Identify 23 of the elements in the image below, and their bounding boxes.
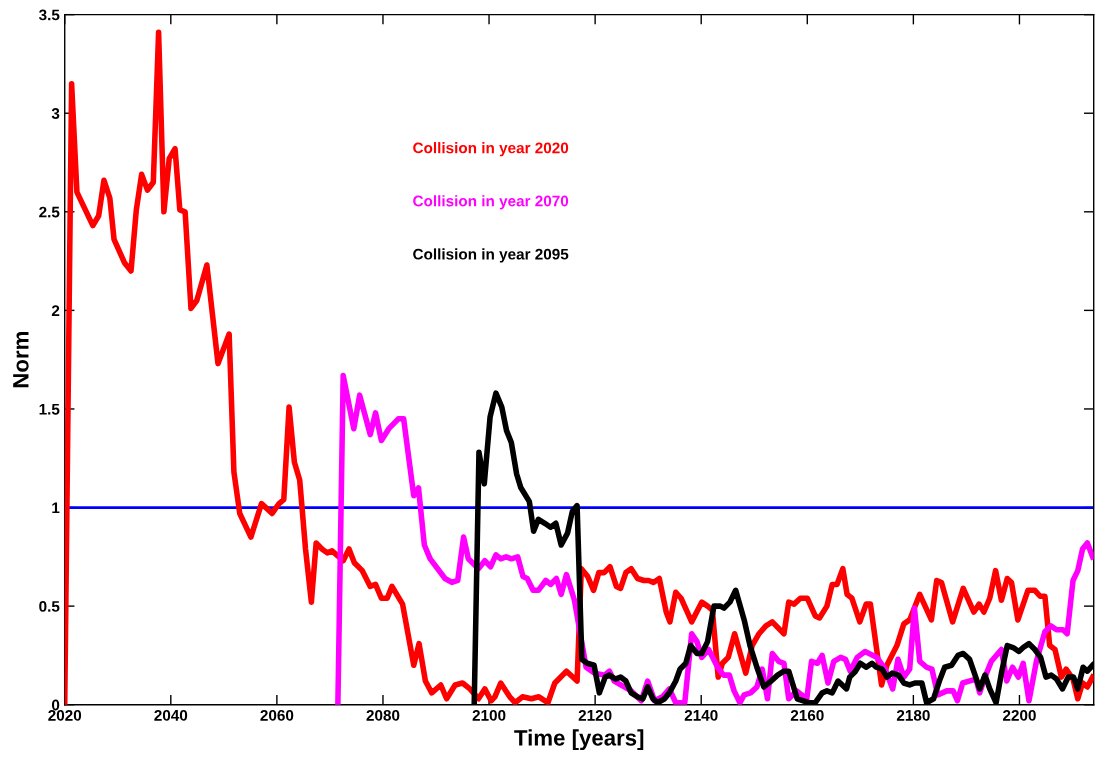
x-tick-label: 2140 [684,709,718,721]
y-tick-label: 3.5 [38,9,60,21]
y-tick-label: 2 [51,305,60,316]
x-tick-label: 2180 [896,709,930,721]
x-tick-label: 2120 [578,709,612,721]
y-tick-label: 0.5 [39,600,60,612]
x-tick-label: 2080 [366,709,400,721]
text: Collision in year 2020 [413,142,569,157]
text: Collision in year 2095 [413,248,569,263]
x-tick-label: 2020 [48,709,82,721]
y-tick-label: 1.5 [39,403,60,415]
y-tick-label: 0 [51,699,60,711]
y-tick-label: 1 [52,502,60,514]
x-tick-label: 2040 [154,709,188,721]
y-tick-label: 3 [51,108,60,119]
x-axis-title: Time [years] [514,729,644,751]
x-tick-label: 2160 [790,709,824,721]
x-tick-label: 2100 [472,709,506,721]
y-tick-label: 2.5 [39,206,60,218]
x-tick-label: 2200 [1002,709,1036,721]
x-tick-label: 2060 [260,709,294,721]
text: Collision in year 2070 [413,195,569,210]
y-axis-title: Norm [13,332,29,388]
